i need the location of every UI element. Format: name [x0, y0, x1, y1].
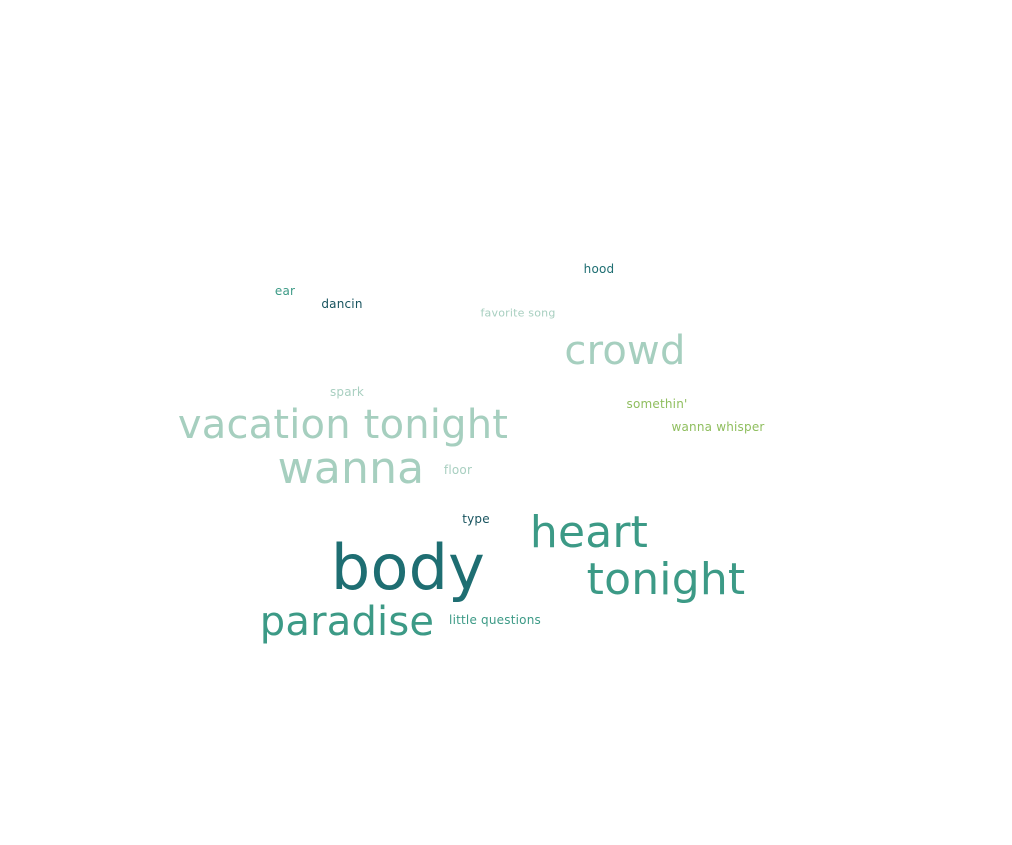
word-tonight: tonight [586, 554, 746, 605]
word-vacation-tonight: vacation tonight [177, 402, 509, 448]
word-type: type [462, 512, 490, 526]
word-heart: heart [529, 507, 649, 558]
word-floor: floor [443, 463, 473, 477]
word-paradise: paradise [259, 599, 435, 645]
word-favorite-song: favorite song [480, 306, 556, 320]
word-body: body [330, 531, 486, 604]
word-ear: ear [274, 284, 296, 298]
word-wanna-whisper: wanna whisper [671, 420, 765, 434]
word-wanna: wanna [277, 443, 425, 494]
word-little-questions: little questions [449, 613, 541, 627]
word-spark: spark [329, 385, 365, 399]
word-hood: hood [583, 262, 615, 276]
word-somethin: somethin' [626, 397, 688, 411]
word-crowd: crowd [564, 328, 686, 374]
word-dancin: dancin [321, 297, 363, 311]
